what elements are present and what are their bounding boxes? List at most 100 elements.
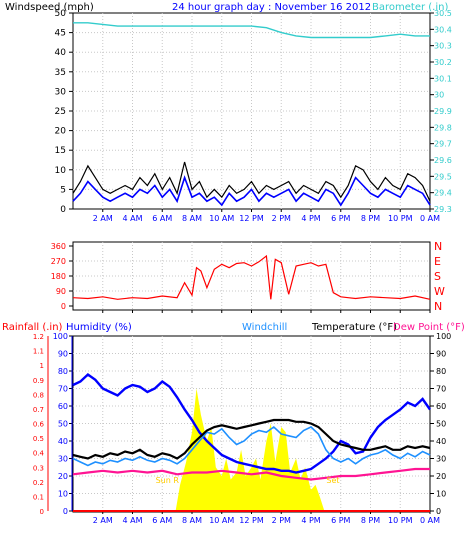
rainfall-axis-title: Rainfall (.in) — [2, 322, 63, 333]
x-tick-label: 2 AM — [93, 516, 113, 525]
humidity-tick-label: 30 — [58, 455, 68, 464]
humidity-tick-label: 100 — [53, 332, 68, 341]
sunset-label: Set — [326, 476, 339, 485]
windchill-legend: Windchill — [242, 322, 287, 333]
dewpoint-series — [72, 467, 430, 481]
direction-tick-label: 270 — [51, 257, 66, 266]
windspeed-tick-label: 0 — [60, 205, 66, 215]
barometer-tick-label: 30.1 — [434, 74, 452, 83]
barometer-tick-label: 30.3 — [434, 42, 452, 51]
direction-tick-label: 360 — [51, 242, 66, 251]
temperature-tick-label: 40 — [436, 437, 446, 446]
temperature-tick-label: 70 — [436, 385, 446, 394]
barometer-tick-label: 29.8 — [434, 123, 452, 132]
humidity-tick-label: 20 — [58, 472, 68, 481]
x-tick-label: 0 AM — [420, 516, 440, 525]
barometer-tick-label: 29.4 — [434, 189, 452, 198]
temperature-tick-label: 90 — [436, 350, 446, 359]
x-tick-label: 6 AM — [152, 516, 172, 525]
x-tick-label: 2 AM — [93, 214, 113, 223]
dewpoint-legend: Dew Point (°F) — [393, 322, 465, 333]
compass-label: N — [434, 300, 442, 313]
temperature-axis-title: Temperature (°F) — [311, 322, 397, 333]
rainfall-tick-label: 0.3 — [33, 464, 44, 472]
direction-time-ticks — [102, 310, 431, 313]
rainfall-tick-label: 0 — [40, 508, 44, 516]
barometer-tick-label: 29.3 — [434, 205, 452, 214]
barometer-tick-label: 29.9 — [434, 107, 452, 116]
x-tick-label: 2 PM — [272, 516, 291, 525]
humidity-tick-label: 10 — [58, 490, 68, 499]
x-tick-label: 10 PM — [388, 516, 413, 525]
humidity-tick-label: 50 — [58, 420, 68, 429]
barometer-ticks: 29.3 29.4 29.5 29.6 29.7 29.8 29.9 30 30.1 30.2 30… — [430, 9, 452, 214]
windspeed-axis-title: Windspeed (mph) — [5, 2, 94, 13]
temperature-series — [72, 418, 431, 460]
windspeed-tick-label: 5 — [60, 185, 66, 195]
barometer-tick-label: 30 — [434, 91, 444, 100]
direction-grid — [73, 242, 430, 310]
top-time-ticks: 2 AM 4 AM 6 AM 8 AM 10 AM 12 PM 2 PM 4 PM 6 PM 8 … — [93, 209, 440, 223]
rainfall-tick-label: 0.7 — [33, 406, 44, 414]
x-tick-label: 6 AM — [152, 214, 172, 223]
rainfall-tick-label: 0.8 — [33, 391, 44, 399]
rainfall-tick-label: 0.9 — [33, 377, 44, 385]
rainfall-tick-label: 1.2 — [33, 333, 44, 341]
sunrise-label: Sun R — [156, 476, 180, 485]
x-tick-label: 12 PM — [239, 516, 264, 525]
windspeed-tick-label: 45 — [55, 29, 66, 39]
humidity-tick-label: 70 — [58, 385, 68, 394]
barometer-series — [73, 22, 430, 39]
barometer-tick-label: 30.4 — [434, 25, 452, 34]
humidity-tick-label: 60 — [58, 402, 68, 411]
temperature-tick-label: 30 — [436, 455, 446, 464]
x-tick-label: 6 PM — [331, 214, 350, 223]
wind-average-series — [72, 175, 431, 207]
rainfall-tick-label: 0.5 — [33, 435, 44, 443]
temperature-ticks: 0 10 20 30 40 50 60 70 80 90 100 — [430, 332, 451, 516]
windspeed-tick-label: 20 — [55, 127, 67, 137]
x-tick-label: 8 PM — [361, 214, 380, 223]
rainfall-ticks: 0 0.1 0.2 0.3 0.4 0.5 0.6 0.7 0.8 0.9 1 1.1 1.2 — [33, 333, 49, 516]
barometer-tick-label: 29.7 — [434, 140, 452, 149]
humidity-ticks: 0 10 20 30 40 50 60 70 80 90 100 — [53, 332, 73, 516]
barometer-tick-label: 29.6 — [434, 156, 452, 165]
x-tick-label: 4 AM — [122, 516, 142, 525]
x-tick-label: 4 PM — [301, 516, 320, 525]
temperature-tick-label: 80 — [436, 367, 446, 376]
x-tick-label: 6 PM — [331, 516, 350, 525]
windspeed-tick-label: 35 — [55, 68, 66, 78]
solar-area-series — [175, 388, 325, 511]
barometer-tick-label: 30.2 — [434, 58, 452, 67]
windchill-series — [72, 425, 431, 467]
top-grid — [73, 13, 430, 209]
rainfall-tick-label: 1.1 — [33, 348, 44, 356]
graph-title: 24 hour graph day : November 16 2012 — [172, 2, 371, 13]
rainfall-tick-label: 0.6 — [33, 421, 45, 429]
x-tick-label: 10 AM — [209, 516, 234, 525]
compass-label: S — [434, 270, 441, 283]
x-tick-label: 8 PM — [361, 516, 380, 525]
x-tick-label: 0 AM — [420, 214, 440, 223]
direction-tick-label: 0 — [61, 302, 66, 311]
x-tick-label: 2 PM — [272, 214, 291, 223]
windspeed-tick-label: 50 — [55, 9, 67, 19]
x-tick-label: 10 PM — [388, 214, 413, 223]
bottom-time-ticks: 2 AM 4 AM 6 AM 8 AM 10 AM 12 PM 2 PM 4 PM 6 PM 8 … — [93, 511, 440, 525]
x-tick-label: 4 AM — [122, 214, 142, 223]
barometer-axis-title: Barometer (.in) — [372, 2, 448, 13]
windspeed-ticks: 0 5 10 15 20 25 30 35 40 45 50 — [55, 9, 73, 215]
temperature-tick-label: 60 — [436, 402, 446, 411]
humidity-series — [72, 372, 431, 474]
compass-label: W — [434, 285, 445, 298]
direction-ticks: 0 90 180 270 360 — [51, 242, 73, 311]
windspeed-tick-label: 15 — [55, 146, 66, 156]
x-tick-label: 8 AM — [182, 516, 202, 525]
humidity-axis-title: Humidity (%) — [66, 322, 132, 333]
windspeed-tick-label: 10 — [55, 166, 67, 176]
x-tick-label: 12 PM — [239, 214, 264, 223]
humidity-tick-label: 0 — [63, 507, 68, 516]
x-tick-label: 4 PM — [301, 214, 320, 223]
